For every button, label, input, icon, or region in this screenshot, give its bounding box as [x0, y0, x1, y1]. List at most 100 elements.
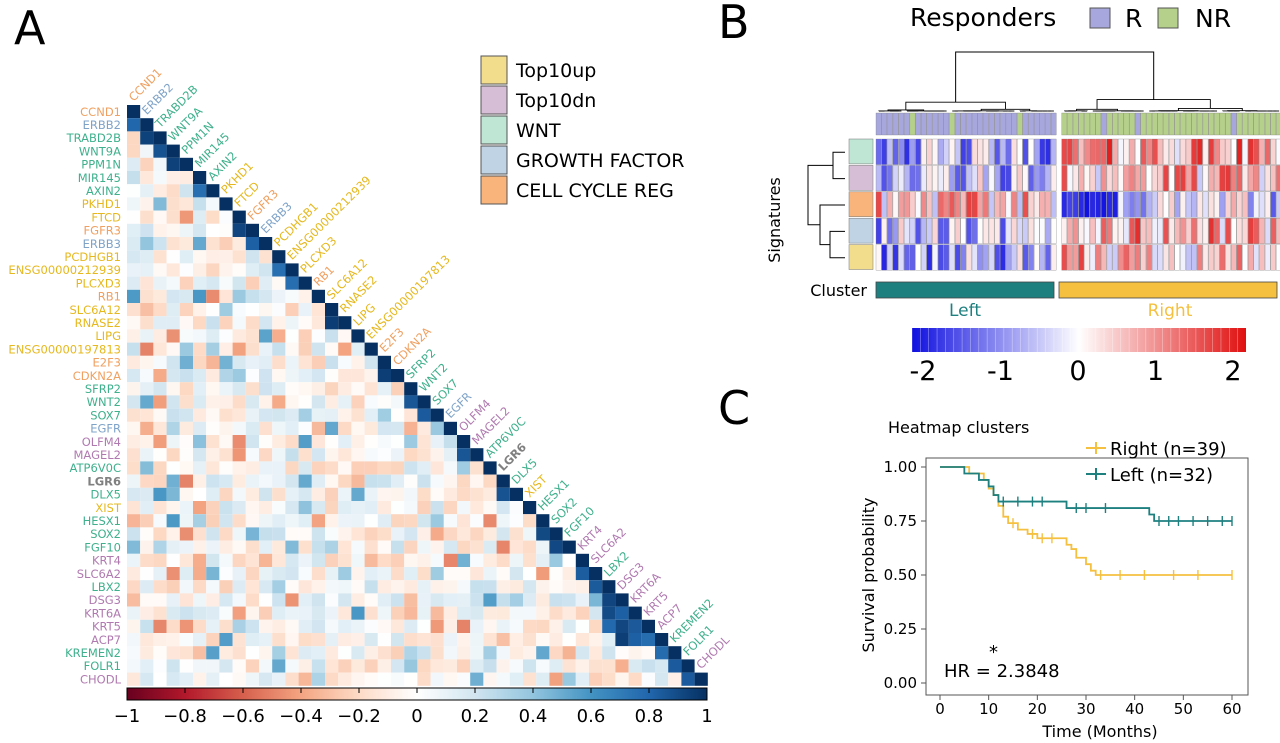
responder-cell	[1072, 112, 1079, 136]
signature-cell	[1033, 165, 1040, 192]
corr-cell	[470, 514, 484, 528]
signature-cell	[994, 191, 1000, 218]
signature-cell	[1089, 138, 1096, 165]
corr-cell	[351, 553, 365, 567]
signature-cell	[892, 244, 899, 271]
signature-cell	[1276, 218, 1280, 244]
colorbar-tick-label: −1	[114, 706, 141, 727]
corr-cell	[153, 197, 167, 211]
corr-cell	[338, 527, 352, 541]
corr-cell	[443, 435, 457, 449]
corr-cell	[549, 672, 563, 686]
corr-cell	[272, 461, 286, 475]
corr-cell	[509, 672, 523, 686]
row-label: LIPG	[95, 329, 121, 343]
corr-cell	[443, 421, 457, 435]
signature-cell	[1253, 165, 1260, 192]
corr-cell	[219, 395, 233, 409]
corr-cell	[140, 593, 154, 607]
signature-cell	[1242, 191, 1248, 218]
signature-cell	[1084, 165, 1090, 192]
corr-cell	[351, 382, 365, 396]
signature-cell	[892, 218, 899, 244]
corr-cell	[351, 514, 365, 528]
corr-cell	[377, 646, 391, 660]
corr-cell	[193, 171, 207, 185]
corr-cell	[523, 553, 537, 567]
corr-cell	[483, 567, 497, 581]
signature-cell	[1214, 138, 1220, 165]
corr-cell	[404, 672, 418, 686]
corr-cell	[285, 395, 299, 409]
corr-cell	[589, 580, 603, 594]
corr-cell	[140, 342, 154, 356]
signature-cell	[988, 244, 995, 271]
signature-cell	[1022, 165, 1029, 192]
signature-cell	[1072, 165, 1079, 192]
corr-cell	[140, 131, 154, 145]
signature-cell	[1264, 138, 1271, 165]
corr-cell	[509, 619, 523, 633]
signature-cell	[921, 218, 927, 244]
corr-cell	[470, 501, 484, 515]
corr-cell	[589, 593, 603, 607]
signature-cell	[1129, 165, 1135, 192]
signature-cell	[1123, 218, 1130, 244]
corr-cell	[245, 382, 259, 396]
corr-cell	[140, 487, 154, 501]
corr-cell	[193, 303, 207, 317]
signature-cell	[1106, 138, 1113, 165]
corr-cell	[219, 435, 233, 449]
signature-cell	[904, 138, 910, 165]
corr-cell	[179, 514, 193, 528]
corr-cell	[523, 514, 537, 528]
corr-cell	[523, 659, 537, 673]
signature-cell	[1078, 138, 1084, 165]
corr-cell	[483, 501, 497, 515]
corr-cell	[404, 501, 418, 515]
responder-cell	[932, 112, 938, 136]
corr-cell	[457, 646, 471, 660]
panel-label-c: C	[718, 381, 750, 435]
signature-cell	[1101, 191, 1107, 218]
corr-cell	[285, 382, 299, 396]
signature-cell	[1185, 218, 1192, 244]
signature-cell	[915, 244, 921, 271]
signature-cell	[1225, 218, 1231, 244]
corr-cell	[153, 646, 167, 660]
corr-cell	[417, 646, 431, 660]
corr-cell	[206, 382, 220, 396]
corr-cell	[298, 553, 312, 567]
corr-cell	[166, 316, 180, 330]
corr-cell	[615, 659, 629, 673]
corr-cell	[377, 448, 391, 462]
corr-cell	[179, 197, 193, 211]
corr-cell	[391, 369, 405, 383]
corr-cell	[127, 144, 141, 158]
signature-cell	[988, 191, 995, 218]
significance-star: *	[989, 642, 998, 663]
corr-cell	[483, 646, 497, 660]
signature-cell	[1157, 244, 1164, 271]
corr-cell	[259, 514, 273, 528]
corr-cell	[193, 263, 207, 277]
responder-cell	[1151, 112, 1158, 136]
corr-cell	[272, 395, 286, 409]
corr-cell	[153, 210, 167, 224]
corr-cell	[404, 395, 418, 409]
responder-nr-swatch	[1157, 7, 1179, 29]
signature-cell	[1208, 165, 1214, 192]
signature-cell	[1197, 138, 1203, 165]
corr-cell	[272, 355, 286, 369]
corr-cell	[483, 580, 497, 594]
corr-cell	[127, 303, 141, 317]
signature-cell	[1197, 165, 1203, 192]
corr-cell	[206, 501, 220, 515]
signature-cell	[1270, 138, 1276, 165]
responder-cell	[1276, 112, 1280, 136]
corr-cell	[364, 448, 378, 462]
corr-cell	[193, 593, 207, 607]
corr-cell	[457, 633, 471, 647]
corr-cell	[219, 408, 233, 422]
corr-cell	[285, 408, 299, 422]
